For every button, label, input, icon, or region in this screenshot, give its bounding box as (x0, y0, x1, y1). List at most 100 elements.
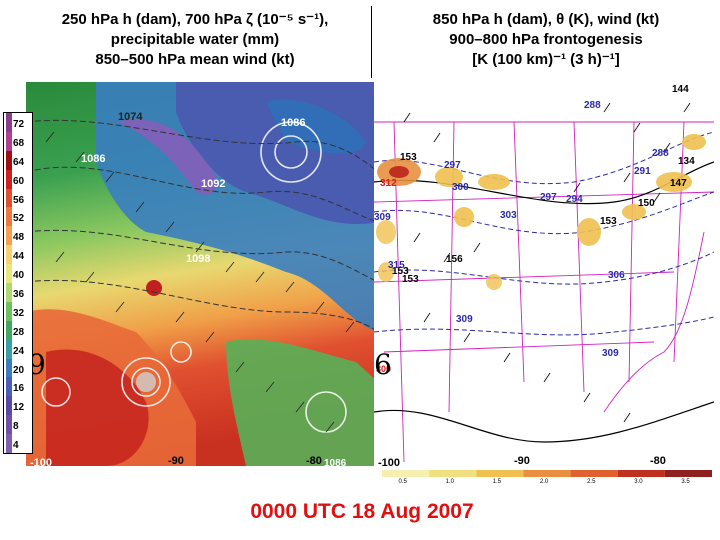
right-title-line-3: [K (100 km)⁻¹ (3 h)⁻¹] (472, 51, 620, 68)
colorbar-segment (6, 339, 12, 359)
tropical-storm-symbol-right: 6 (374, 348, 392, 381)
lon-label-left-3: -80 (306, 455, 322, 466)
frontogenesis-bar-segment (382, 470, 430, 477)
theta-label-13: 309 (456, 314, 473, 325)
height-label-2: 1086 (81, 153, 105, 165)
lon-label-left-1: -100 (30, 457, 52, 466)
theta-label-7: 294 (566, 194, 583, 205)
valid-time-stamp: 0000 UTC 18 Aug 2007 (250, 500, 474, 523)
frontogenesis-bar-label: 1.0 (446, 479, 455, 484)
right-title-line-2: 900–800 hPa frontogenesis (449, 31, 643, 48)
colorbar-segment (6, 113, 12, 132)
theta-label-5: 300 (452, 182, 469, 193)
height850-label-8: 156 (446, 254, 463, 265)
precipitable-water-colorbar: 72 68 64 60 56 52 48 44 40 36 32 28 24 20 16 12 8 4 (3, 112, 33, 454)
left-title-line-2: precipitable water (mm) (110, 31, 280, 48)
frontogenesis-bar-segment (429, 470, 477, 477)
height-label-3: 1086 (281, 117, 305, 129)
lon-label-right-3: -80 (650, 455, 666, 466)
frontogenesis-colorbar-svg: 0.5 1.0 1.5 2.0 2.5 3.0 3.5 (382, 470, 712, 485)
left-map-panel: 1074 1086 1086 1092 1098 1086 -100 -90 -… (26, 82, 378, 466)
colorbar-segment (6, 150, 12, 170)
colorbar-segment (6, 207, 12, 227)
theta-label-10: 309 (374, 212, 391, 223)
colorbar-segment (6, 264, 12, 283)
lon-label-right-1: -100 (378, 457, 400, 466)
colorbar-tick-label: 60 (13, 175, 25, 187)
theta-label-4: 291 (634, 166, 651, 177)
colorbar-tick-label: 36 (13, 289, 25, 300)
right-panel-title: 850 hPa h (dam), θ (K), wind (kt) 900–80… (376, 10, 716, 70)
colorbar-segment (6, 169, 12, 189)
colorbar-tick-label: 40 (13, 270, 25, 282)
left-title-line-3: 850–500 hPa mean wind (kt) (95, 51, 295, 68)
colorbar-tick-label: 32 (13, 307, 25, 319)
lon-label-left-2: -90 (168, 455, 184, 466)
height-label-5: 1098 (186, 253, 210, 265)
colorbar-tick-label: 48 (13, 232, 25, 244)
colorbar-tick-label: 20 (13, 364, 25, 376)
height-label-1: 1074 (118, 111, 143, 123)
frontogenesis-bar-segment (664, 470, 712, 477)
height-label-6: 1086 (324, 458, 347, 466)
colorbar-segment (6, 320, 12, 340)
colorbar-segment (6, 434, 12, 453)
frontogenesis-bar-label: 3.5 (681, 479, 690, 484)
height850-label-3: 153 (402, 274, 419, 285)
colorbar-segment (6, 377, 12, 397)
frontogenesis-bar-segment (570, 470, 618, 477)
wind-barbs-850 (403, 102, 691, 423)
frontogenesis-bar-label: 0.5 (399, 479, 408, 484)
theta-isotherms (374, 131, 714, 336)
right-map-panel: 144 153 153 134 147 153 150 156 153 288 … (374, 82, 714, 466)
precipitable-water-map: 1074 1086 1086 1092 1098 1086 -100 -90 -… (26, 82, 378, 466)
height-contours (26, 119, 378, 333)
colorbar-segment (6, 415, 12, 435)
dry-airmass-purple (116, 119, 217, 195)
political-boundaries (374, 121, 714, 463)
colorbar-segment (6, 131, 12, 151)
lon-label-right-2: -90 (514, 455, 530, 466)
height-label-4: 1092 (201, 178, 225, 190)
theta-label-14: 309 (602, 348, 619, 359)
colorbar-segment (6, 226, 12, 246)
theta-label-9: 312 (380, 178, 397, 189)
vorticity-contours (41, 121, 347, 433)
theta-label-8: 303 (500, 210, 517, 221)
frontogenesis-bar-label: 3.0 (634, 479, 643, 484)
moist-airmass-green-southeast (226, 339, 378, 466)
height850-label-9: 153 (392, 266, 409, 277)
colorbar-tick-label: 72 (13, 119, 25, 130)
colorbar-tick-label: 28 (13, 326, 25, 338)
colorbar-tick-label: 64 (13, 156, 25, 168)
frontogenesis-bar-segment (476, 470, 524, 477)
map-background (374, 82, 714, 466)
colorbar-segment (6, 245, 12, 265)
colorbar-segment (6, 301, 12, 321)
colorbar-tick-label: 8 (13, 421, 19, 433)
theta-label-6: 297 (540, 192, 557, 203)
frontogenesis-bar-label: 2.0 (540, 479, 549, 484)
height850-label-1: 144 (672, 84, 689, 95)
frontogenesis-colorbar: 0.5 1.0 1.5 2.0 2.5 3.0 3.5 (382, 470, 712, 485)
frontogenesis-bar-label: 1.5 (493, 479, 502, 484)
theta-label-12: 306 (608, 270, 625, 281)
left-panel-title: 250 hPa h (dam), 700 hPa ζ (10⁻⁵ s⁻¹), p… (20, 10, 370, 70)
theta-label-2: 288 (652, 148, 669, 159)
height850-label-2: 153 (400, 152, 417, 163)
colorbar-tick-label: 16 (13, 383, 25, 395)
wind-barbs (45, 131, 355, 433)
colorbar-tick-label: 68 (13, 137, 25, 149)
height850-label-7: 150 (638, 198, 655, 209)
colorbar-tick-label: 56 (13, 194, 25, 206)
frontogenesis-shading (376, 134, 706, 290)
frontogenesis-bar-segment (523, 470, 571, 477)
frontogenesis-bar-segment (617, 470, 665, 477)
right-title-line-1: 850 hPa h (dam), θ (K), wind (kt) (432, 11, 660, 28)
theta-label-11: 315 (388, 260, 405, 271)
colorbar-tick-label: 52 (13, 213, 25, 225)
colorbar-segment (6, 188, 12, 208)
left-title-line-1: 250 hPa h (dam), 700 hPa ζ (10⁻⁵ s⁻¹), (61, 11, 329, 28)
theta-label-1: 288 (584, 100, 601, 111)
colorbar-tick-label: 4 (13, 440, 19, 452)
